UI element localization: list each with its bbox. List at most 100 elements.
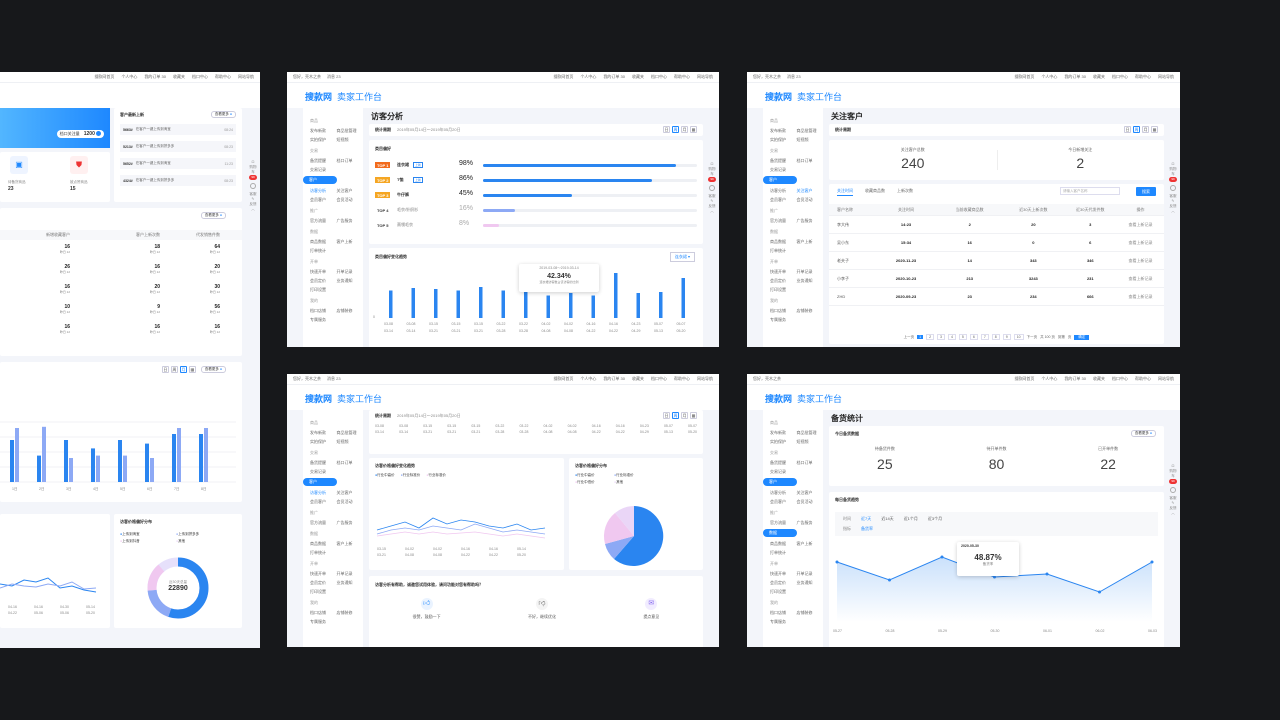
topbar-link[interactable]: 我的订单 30	[603, 74, 625, 79]
sidebar-item[interactable]: 关注客户	[796, 489, 813, 495]
week-icon[interactable]: 周	[170, 366, 178, 373]
topbar-link[interactable]: 网站导航	[697, 74, 713, 79]
topbar-link[interactable]: 网站导航	[697, 376, 713, 381]
sidebar-item[interactable]: 交易记录	[770, 166, 786, 172]
topbar-link[interactable]: 个人中心	[1041, 376, 1058, 381]
sidebar-item[interactable]	[337, 589, 364, 595]
topbar-link[interactable]: 我的订单 30	[603, 376, 625, 381]
sidebar-item[interactable]: 打单统计	[770, 549, 786, 555]
sidebar-item[interactable]: 商品数据	[770, 238, 786, 244]
sidebar-item[interactable]: 开单记录	[336, 268, 353, 274]
chevron-up-icon[interactable]: ︿	[1171, 209, 1175, 213]
sidebar-item[interactable]: 访客分析	[310, 489, 326, 495]
month-icon[interactable]: 月	[179, 366, 187, 373]
sidebar-item[interactable]: 交易记录	[310, 468, 326, 474]
list-item[interactable]: 5652# 在客户一键上传到淘宝 11:23	[120, 158, 236, 169]
week-icon[interactable]: 周	[672, 126, 679, 133]
sidebar-item[interactable]: 商品批管理	[336, 429, 357, 435]
topbar-link[interactable]: 帮助中心	[674, 376, 690, 381]
more-button[interactable]: 查看更多 ●	[1130, 430, 1156, 437]
time-option[interactable]: 近7天	[861, 516, 872, 521]
pager-item[interactable]: 7	[980, 334, 989, 340]
sidebar-item[interactable]	[797, 469, 824, 475]
messages-link[interactable]: 消息 23	[327, 376, 341, 381]
sidebar-item[interactable]: 专属服务	[770, 618, 786, 624]
sidebar-group-active[interactable]: 客户	[763, 176, 797, 184]
calendar-icon[interactable]: ▦	[1151, 126, 1158, 133]
sidebar-item[interactable]: 备货提醒	[310, 459, 326, 465]
sidebar-item[interactable]: 快速开单	[310, 268, 326, 274]
logo[interactable]: 搜款网 卖家工作台	[765, 92, 843, 102]
sidebar-item[interactable]: 发布新款	[770, 127, 786, 133]
topbar-link[interactable]: 我的订单 30	[1064, 376, 1086, 381]
list-item[interactable]: 5663# 在客户一键上传到淘宝 08:24	[120, 124, 236, 135]
sidebar-item[interactable]: 客户上新	[796, 238, 813, 244]
pager-item[interactable]: 9	[1002, 334, 1011, 340]
time-option[interactable]: 近3个月	[927, 516, 943, 521]
sidebar-item[interactable]	[797, 619, 824, 625]
list-item[interactable]: 5213# 在客户一键上传到拼多多 08:23	[120, 141, 236, 152]
topbar-link[interactable]: 搜款网首页	[94, 74, 115, 79]
sidebar-item[interactable]: 关注客户	[796, 187, 813, 193]
service-icon[interactable]	[1170, 487, 1176, 493]
sidebar-group-active[interactable]: 客户	[303, 478, 337, 486]
follow-count-badge[interactable]: 档口关注量 1200	[56, 130, 104, 138]
logo[interactable]: 搜款网 卖家工作台	[305, 92, 383, 102]
sidebar-group-active[interactable]: 客户	[303, 176, 337, 184]
sidebar-item[interactable]: 关注客户	[336, 187, 353, 193]
topbar-link[interactable]: 搜款网首页	[553, 74, 574, 79]
pager-item[interactable]: 1	[917, 335, 924, 339]
pager-item[interactable]: 4	[947, 334, 956, 340]
service-icon[interactable]	[709, 185, 715, 191]
topbar-link[interactable]: 我的订单 30	[144, 74, 166, 79]
sidebar-item[interactable]: 专属服务	[310, 316, 326, 322]
logo[interactable]: 搜款网 卖家工作台	[765, 394, 843, 404]
sidebar-item[interactable]: 广告服务	[796, 217, 813, 223]
pager-item[interactable]: 到第	[1057, 334, 1065, 339]
tab-1[interactable]: 收藏商品数	[865, 188, 885, 193]
pager-item[interactable]: 3	[937, 334, 945, 340]
sidebar-item[interactable]: 短视频	[336, 438, 349, 444]
sidebar-item[interactable]: 会员活动	[796, 196, 813, 202]
topbar-link[interactable]: 个人中心	[580, 74, 597, 79]
sidebar-item[interactable]: 商品数据	[310, 238, 326, 244]
pager-item[interactable]: 8	[991, 334, 1000, 340]
day-icon[interactable]: 日	[1124, 126, 1131, 133]
sidebar-item[interactable]: 会员客户	[310, 498, 326, 504]
topbar-link[interactable]: 收藏夹	[173, 74, 185, 79]
sidebar-item[interactable]: 备货提醒	[770, 459, 786, 465]
cart-icon[interactable]: ⊡	[710, 162, 714, 166]
sidebar-item[interactable]: 业务通知	[336, 579, 353, 585]
sidebar-item[interactable]	[797, 317, 824, 323]
sidebar-item[interactable]	[797, 167, 824, 173]
sidebar-item[interactable]: 开单记录	[796, 268, 813, 274]
sidebar-item[interactable]: 档口订单	[336, 459, 353, 465]
pager-item[interactable]: 2	[926, 334, 935, 340]
view-record-link[interactable]: 查看上新记录	[1128, 257, 1153, 263]
topbar-link[interactable]: 网站导航	[1158, 74, 1174, 79]
sidebar-item[interactable]: 会员活动	[336, 498, 353, 504]
pen-icon[interactable]: ✎	[710, 199, 714, 203]
sidebar-item[interactable]: 会员定价	[770, 277, 786, 283]
topbar-link[interactable]: 帮助中心	[674, 74, 690, 79]
pager-item[interactable]: 上一页	[903, 334, 915, 339]
sidebar-item[interactable]: 会员定价	[770, 579, 786, 585]
calendar-icon[interactable]: ▦	[690, 412, 697, 419]
topbar-link[interactable]: 档口中心	[651, 74, 667, 79]
topbar-link[interactable]: 档口中心	[1112, 376, 1128, 381]
topbar-link[interactable]: 档口中心	[192, 74, 208, 79]
view-record-link[interactable]: 查看上新记录	[1128, 221, 1153, 227]
category-select[interactable]: 连衣裙 ▾	[669, 252, 695, 262]
topbar-link[interactable]: 档口中心	[1112, 74, 1128, 79]
sidebar-item[interactable]: 会员活动	[796, 498, 813, 504]
cart-icon[interactable]: ⊡	[1171, 162, 1175, 166]
view-record-link[interactable]: 查看上新记录	[1128, 275, 1153, 281]
pager-item[interactable]: 10	[1013, 334, 1024, 340]
month-icon[interactable]: 月	[681, 126, 688, 133]
sidebar-item[interactable]: 专属服务	[310, 618, 326, 624]
topbar-link[interactable]: 收藏夹	[632, 74, 644, 79]
sidebar-group-active[interactable]: 数据	[763, 529, 797, 537]
sidebar-item[interactable]: 会员定价	[310, 579, 326, 585]
sidebar-item[interactable]: 官方流量	[310, 217, 326, 223]
sidebar-item[interactable]: 短视频	[796, 438, 809, 444]
